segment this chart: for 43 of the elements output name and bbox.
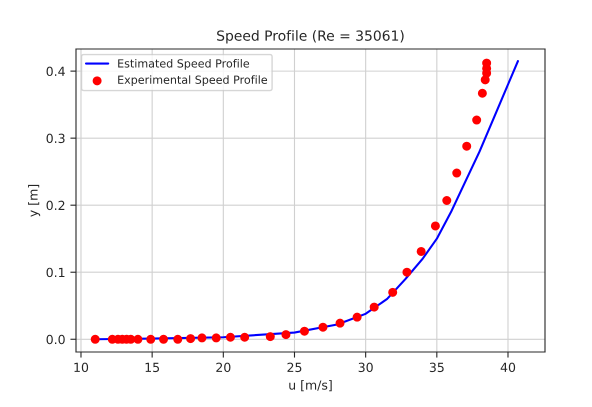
x-tick-label: 20	[216, 362, 230, 372]
y-tick-label: 0.0	[46, 334, 65, 344]
point	[197, 333, 206, 342]
y-tick-label: 0.1	[46, 268, 64, 278]
point	[402, 268, 412, 277]
x-tick-label: 10	[74, 362, 88, 372]
point	[370, 302, 379, 312]
point	[90, 334, 100, 344]
point	[352, 312, 362, 322]
y-tick-label: 0.4	[46, 66, 65, 76]
point	[462, 142, 472, 151]
x-tick-label: 25	[287, 362, 302, 372]
point	[133, 334, 142, 344]
x-tick-label: 15	[146, 362, 160, 372]
y-axis-title: y [m]	[28, 184, 40, 217]
point	[240, 332, 250, 342]
point	[452, 168, 462, 178]
legend-label: Experimental Speed Profile	[118, 75, 268, 86]
point	[146, 334, 156, 344]
point	[300, 326, 309, 336]
legend-label: Estimated Speed Profile	[118, 59, 250, 70]
point	[173, 334, 182, 344]
point	[430, 221, 440, 230]
point	[212, 333, 221, 342]
x-tick-label: 40	[500, 362, 516, 372]
point	[226, 332, 235, 342]
point	[318, 322, 328, 332]
point	[336, 318, 345, 328]
point	[266, 332, 275, 342]
chart-title: Speed Profile (Re = 35061)	[217, 30, 404, 44]
y-tick-label: 0.2	[46, 200, 64, 210]
point	[472, 116, 482, 125]
point	[416, 246, 426, 256]
point	[388, 288, 398, 297]
x-axis-title: u [m/s]	[289, 380, 332, 392]
x-tick-label: 35	[430, 362, 444, 372]
y-tick-label: 0.3	[46, 134, 65, 144]
x-tick-label: 30	[358, 362, 373, 372]
point	[478, 88, 487, 98]
point	[281, 330, 290, 340]
point	[442, 196, 452, 205]
point	[186, 334, 196, 344]
point	[159, 334, 168, 344]
